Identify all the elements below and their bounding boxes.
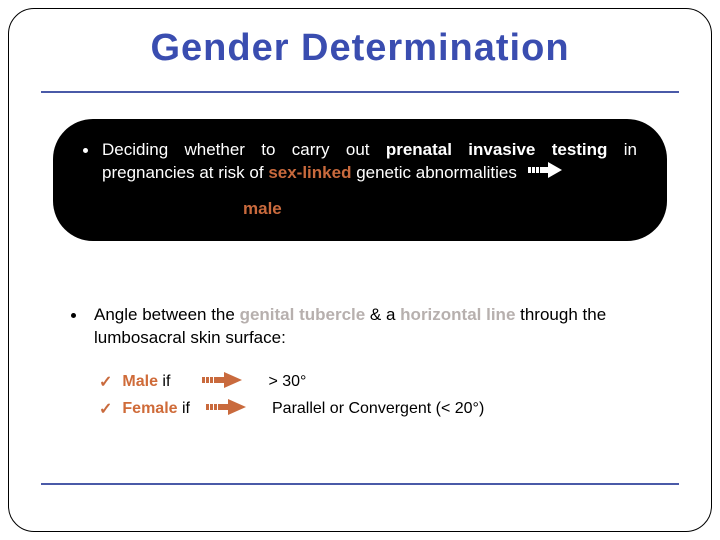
bullet-1-text: Deciding whether to carry out prenatal i… — [102, 139, 637, 185]
sub-list: ✓ Male if > 30° ✓ — [99, 372, 661, 420]
b1-bold: prenatal invasive testing — [386, 140, 608, 159]
bullet-2-text: Angle between the genital tubercle & a h… — [94, 304, 661, 350]
b2-hl: horizontal line — [400, 305, 515, 324]
arrow-right-icon — [202, 372, 242, 393]
body-block: Angle between the genital tubercle & a h… — [71, 304, 661, 426]
check-icon: ✓ — [99, 399, 112, 419]
divider-top — [41, 91, 679, 93]
check-icon: ✓ — [99, 372, 112, 392]
male-label: Male — [122, 373, 158, 390]
male-label-wrap: Male if — [122, 373, 170, 391]
b1-pre: Deciding whether to carry out — [102, 140, 386, 159]
sub-row-male: ✓ Male if > 30° — [99, 372, 661, 393]
male-value: > 30° — [268, 373, 306, 391]
bullet-dot-icon — [83, 148, 88, 153]
b2-pre: Angle between the — [94, 305, 240, 324]
divider-bottom — [41, 483, 679, 485]
arrow-right-icon — [206, 399, 246, 420]
slide-title: Gender Determination — [9, 27, 711, 70]
female-if: if — [178, 400, 190, 417]
male-if: if — [158, 373, 170, 390]
bullet-dot-icon — [71, 313, 76, 318]
female-label: Female — [122, 400, 177, 417]
bullet-1: Deciding whether to carry out prenatal i… — [83, 139, 637, 185]
b2-gt: genital tubercle — [240, 305, 366, 324]
slide-frame: Gender Determination Deciding whether to… — [8, 8, 712, 532]
arrow-right-icon — [528, 162, 562, 185]
female-label-wrap: Female if — [122, 400, 190, 418]
b2-amp: & a — [365, 305, 400, 324]
highlight-box: Deciding whether to carry out prenatal i… — [53, 119, 667, 241]
female-value: Parallel or Convergent (< 20°) — [272, 400, 484, 418]
bullet-2: Angle between the genital tubercle & a h… — [71, 304, 661, 350]
b1-sexlinked: sex-linked — [268, 163, 351, 182]
b1-post: genetic abnormalities — [351, 163, 516, 182]
male-highlight: male — [243, 199, 637, 219]
sub-row-female: ✓ Female if Parallel or Convergent (< 20… — [99, 399, 661, 420]
